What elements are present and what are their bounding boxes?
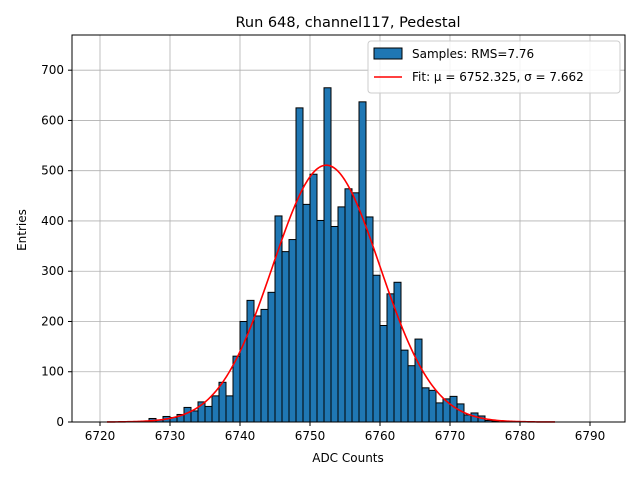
x-axis-ticks: 6720 6730 6740 6750 6760 6770 6780 6790 — [85, 422, 606, 443]
histogram-bar — [414, 338, 423, 423]
histogram-bar — [344, 188, 353, 423]
x-tick-label: 6760 — [365, 429, 396, 443]
y-axis-ticks: 0 100 200 300 400 500 600 700 — [41, 63, 72, 429]
histogram-bars — [148, 87, 500, 423]
legend-box — [367, 40, 621, 94]
histogram-bar — [323, 87, 332, 423]
y-tick-label: 400 — [41, 214, 64, 228]
histogram-bar — [274, 215, 283, 423]
histogram-bar — [232, 355, 241, 423]
x-tick-label: 6750 — [295, 429, 326, 443]
x-axis-label: ADC Counts — [312, 451, 384, 465]
histogram-bar — [337, 206, 346, 423]
histogram-bar — [358, 101, 367, 423]
histogram-bar — [225, 395, 234, 423]
histogram-bar — [449, 395, 458, 423]
histogram-bar — [260, 308, 269, 423]
histogram-bar — [253, 315, 262, 423]
histogram-bar — [246, 299, 255, 423]
histogram-bar — [386, 293, 395, 423]
histogram-bar — [330, 225, 339, 423]
histogram-bar — [211, 395, 220, 423]
histogram-bar — [379, 325, 388, 423]
histogram-bar — [421, 387, 430, 423]
plot-area-frame — [71, 34, 626, 423]
histogram-bar — [435, 402, 444, 423]
histogram-bar — [316, 219, 325, 423]
histogram-bar — [428, 389, 437, 423]
histogram-bar — [456, 403, 465, 423]
histogram-bar — [400, 349, 409, 423]
y-tick-label: 200 — [41, 314, 64, 328]
histogram-bar — [302, 203, 311, 423]
histogram-bar — [351, 192, 360, 423]
y-axis-label: Entries — [15, 209, 29, 251]
y-tick-label: 500 — [41, 164, 64, 178]
x-tick-label: 6740 — [225, 429, 256, 443]
histogram-bar — [365, 216, 374, 423]
histogram-bar — [393, 281, 402, 423]
fit-curve — [106, 164, 555, 423]
x-tick-label: 6720 — [85, 429, 116, 443]
y-tick-label: 600 — [41, 113, 64, 127]
histogram-bar — [463, 414, 472, 423]
x-tick-label: 6730 — [155, 429, 186, 443]
histogram-bar — [407, 365, 416, 423]
histogram-bar — [190, 410, 199, 423]
chart-title: Run 648, channel117, Pedestal — [235, 15, 460, 31]
histogram-bar — [281, 251, 290, 423]
legend-label-histogram: Samples: RMS=7.76 — [412, 47, 534, 61]
histogram-bar — [372, 274, 381, 423]
y-tick-label: 700 — [41, 63, 64, 77]
x-tick-label: 6780 — [505, 429, 536, 443]
legend: Samples: RMS=7.76 Fit: μ = 6752.325, σ =… — [367, 40, 621, 94]
y-tick-label: 0 — [56, 415, 64, 429]
x-tick-label: 6770 — [435, 429, 466, 443]
histogram-bar — [288, 239, 297, 423]
histogram-bar — [295, 107, 304, 423]
y-tick-label: 300 — [41, 264, 64, 278]
y-tick-label: 100 — [41, 365, 64, 379]
histogram-bar — [309, 173, 318, 423]
histogram-bar — [204, 405, 213, 423]
histogram-bar — [267, 291, 276, 423]
x-tick-label: 6790 — [575, 429, 606, 443]
legend-swatch-histogram — [373, 47, 403, 60]
histogram-bar — [218, 381, 227, 423]
legend-label-fit: Fit: μ = 6752.325, σ = 7.662 — [412, 70, 584, 84]
